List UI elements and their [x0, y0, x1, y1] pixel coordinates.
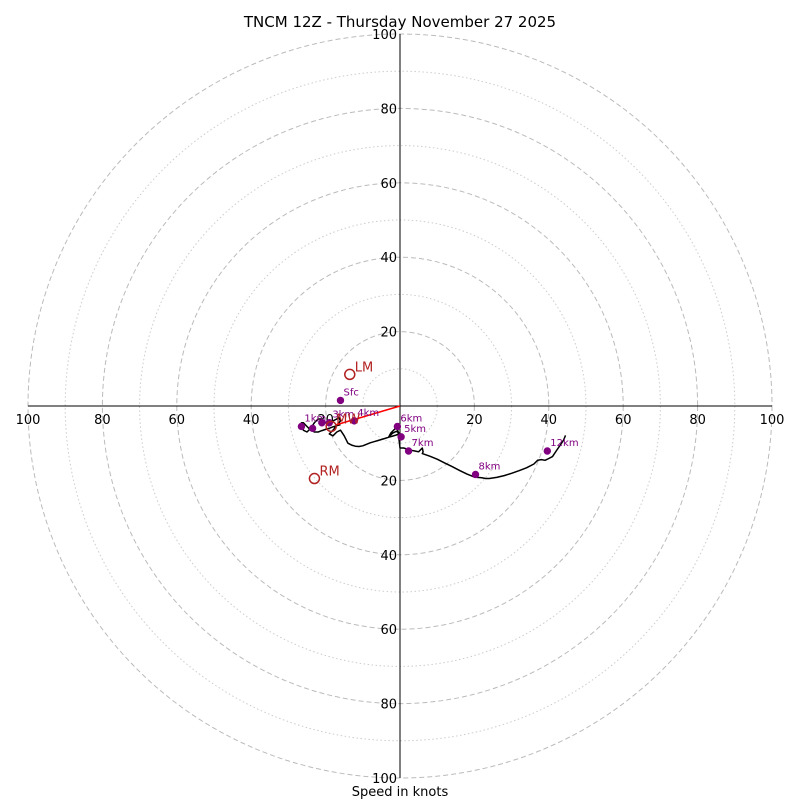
height-point	[404, 447, 413, 455]
height-point	[471, 470, 480, 479]
x-tick-label: 60	[169, 413, 186, 428]
x-tick-label: 100	[16, 413, 41, 428]
height-point	[543, 447, 552, 455]
height-label: 4km	[357, 408, 379, 419]
y-tick-label: 20	[380, 326, 397, 341]
height-label: 5km	[404, 424, 426, 435]
height-point	[397, 433, 405, 441]
y-tick-label: 20	[380, 474, 397, 489]
x-tick-label: 80	[94, 413, 111, 428]
x-axis-label: Speed in knots	[352, 785, 449, 800]
height-label: 8km	[479, 461, 501, 472]
tick-labels: 100 80 60 40 20 20 40 60 80 100100806040202040608…	[16, 28, 785, 787]
height-point	[318, 419, 326, 427]
y-tick-label: 100	[372, 772, 397, 787]
height-label: 7km	[412, 438, 434, 449]
height-label: 12km	[550, 438, 578, 449]
height-point	[393, 422, 402, 431]
storm-motion-markers: LM RM MW	[308, 360, 373, 485]
y-tick-label: 40	[380, 251, 397, 266]
height-point	[336, 396, 345, 405]
height-point	[308, 424, 317, 433]
x-tick-label: 100	[760, 413, 785, 428]
y-tick-label: 60	[380, 623, 397, 638]
x-tick-label: 40	[541, 413, 558, 428]
shear-vector-group	[336, 405, 401, 426]
x-tick-label: 40	[243, 413, 260, 428]
x-tick-label: 60	[615, 413, 632, 428]
storm-marker-mw	[325, 420, 337, 433]
chart-title: TNCM 12Z - Thursday November 27 2025	[243, 13, 556, 31]
storm-label-rm: RM	[319, 465, 339, 480]
height-label: 1km	[304, 413, 326, 424]
hodograph-series	[300, 416, 567, 480]
storm-label-lm: LM	[355, 360, 373, 375]
y-tick-label: 60	[380, 177, 397, 192]
shear-vector	[336, 405, 401, 426]
height-label: Sfc	[343, 387, 358, 398]
y-tick-label: 100	[372, 28, 397, 43]
y-tick-label: 80	[380, 102, 397, 117]
y-tick-label: 80	[380, 698, 397, 713]
x-tick-label: 20	[466, 413, 483, 428]
x-tick-label: 80	[689, 413, 706, 428]
height-point	[350, 417, 358, 425]
storm-marker-lm	[344, 368, 356, 381]
height-label: 3km	[332, 410, 354, 421]
height-label: 6km	[400, 413, 422, 424]
y-tick-label: 40	[380, 549, 397, 564]
storm-marker-rm	[308, 472, 321, 485]
hodograph-trace	[300, 416, 567, 480]
storm-label-mw: MW	[336, 412, 360, 427]
height-point	[297, 422, 306, 431]
